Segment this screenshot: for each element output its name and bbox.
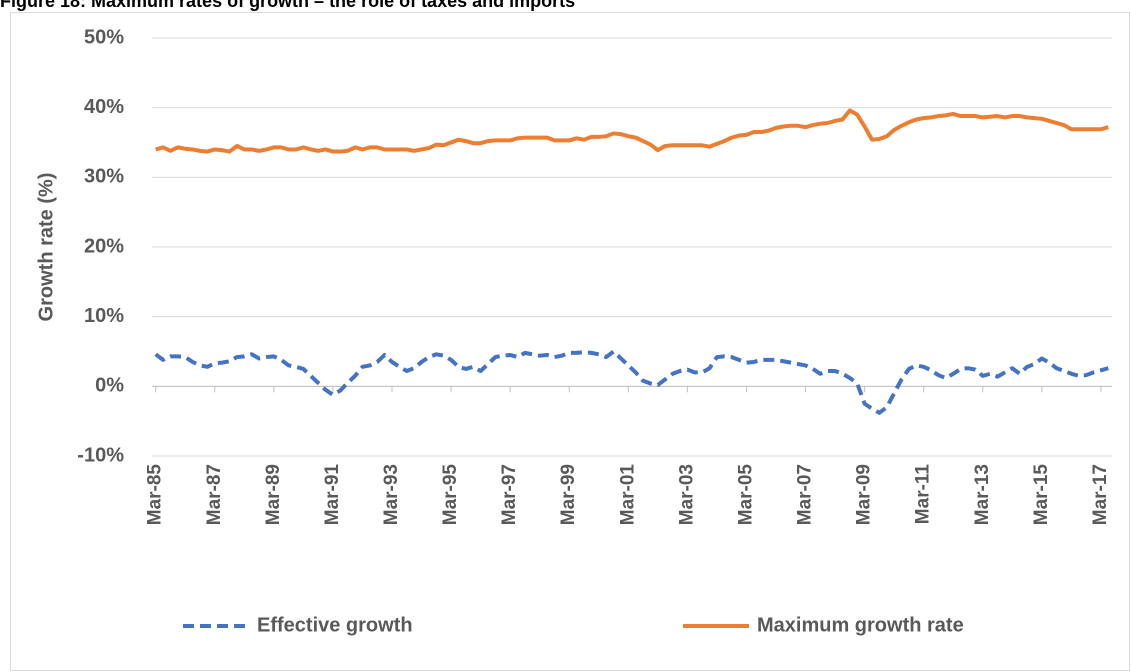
x-tick-label: Mar-09 [854, 464, 875, 525]
y-tick-label: 30% [84, 166, 124, 188]
y-axis-label: Growth rate (%) [35, 173, 57, 322]
x-tick-label: Mar-11 [913, 464, 934, 525]
x-tick-label: Mar-03 [676, 464, 697, 525]
x-tick-label: Mar-05 [735, 464, 756, 526]
x-tick-label: Mar-87 [204, 464, 225, 525]
x-tick-label: Mar-93 [381, 464, 402, 525]
series-line [154, 349, 1109, 415]
x-tick-label: Mar-01 [617, 464, 638, 526]
x-tick-label: Mar-15 [1031, 464, 1052, 526]
x-tick-label: Mar-13 [972, 464, 993, 525]
chart-title: Figure 18: Maximum rates of growth – the… [0, 0, 575, 11]
x-tick-label: Mar-91 [322, 464, 343, 526]
y-tick-label: 50% [84, 26, 124, 48]
y-tick-label: 0% [95, 375, 124, 397]
legend-label: Maximum growth rate [757, 614, 964, 636]
x-tick-label: Mar-97 [499, 464, 520, 525]
y-tick-label: 10% [84, 305, 124, 327]
y-tick-label: -10% [77, 444, 124, 466]
x-tick-label: Mar-85 [145, 464, 166, 526]
x-tick-label: Mar-17 [1090, 464, 1111, 525]
x-tick-label: Mar-89 [263, 464, 284, 525]
chart-frame [10, 12, 1130, 671]
series-line [155, 108, 1109, 154]
y-tick-label: 40% [84, 96, 124, 118]
x-tick-label: Mar-99 [558, 464, 579, 525]
x-tick-label: Mar-95 [440, 464, 461, 526]
y-tick-label: 20% [84, 235, 124, 257]
x-tick-label: Mar-07 [795, 464, 816, 525]
legend-label: Effective growth [257, 614, 413, 636]
